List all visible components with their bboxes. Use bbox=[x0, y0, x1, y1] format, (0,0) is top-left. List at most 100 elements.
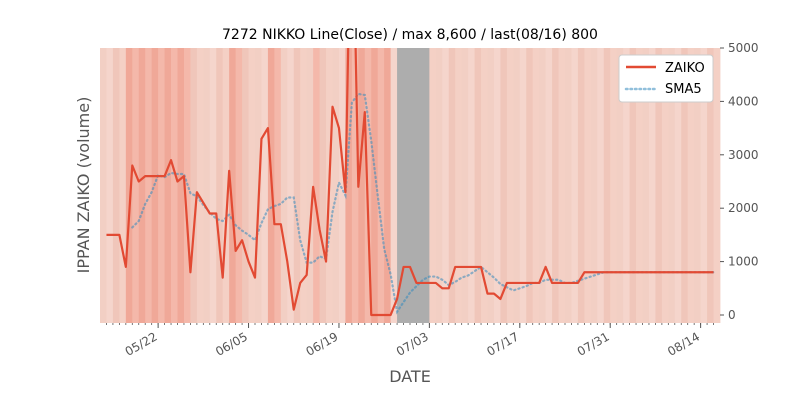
band-2018-06-02 bbox=[229, 48, 237, 323]
band-2018-06-07 bbox=[261, 48, 269, 323]
band-2018-06-03 bbox=[235, 48, 243, 323]
band-2018-08-02 bbox=[623, 48, 630, 323]
band-2018-05-18 bbox=[132, 48, 140, 323]
plot-area bbox=[100, 48, 721, 323]
band-2018-06-16 bbox=[319, 48, 327, 323]
band-2018-05-31 bbox=[216, 48, 224, 323]
band-2018-05-28 bbox=[196, 48, 204, 323]
y-tick-label: 1000 bbox=[728, 255, 759, 269]
band-2018-07-03 bbox=[429, 48, 437, 323]
band-2018-05-16 bbox=[119, 48, 127, 323]
band-2018-07-12 bbox=[487, 48, 495, 323]
band-2018-07-17 bbox=[519, 48, 527, 323]
band-2018-07-09 bbox=[468, 48, 475, 323]
band-2018-05-29 bbox=[203, 48, 211, 323]
band-2018-07-13 bbox=[493, 48, 501, 323]
band-2018-05-20 bbox=[145, 48, 153, 323]
band-2018-08-09 bbox=[668, 48, 676, 323]
band-2018-08-03 bbox=[629, 48, 637, 323]
band-2018-05-24 bbox=[171, 48, 178, 323]
band-2018-06-15 bbox=[313, 48, 320, 323]
band-2018-06-29 bbox=[403, 48, 411, 323]
y-axis-label: IPPAN ZAIKO (volume) bbox=[74, 97, 93, 274]
band-2018-07-27 bbox=[584, 48, 592, 323]
band-2018-05-14 bbox=[106, 48, 114, 323]
band-2018-06-12 bbox=[293, 48, 301, 323]
band-2018-05-25 bbox=[177, 48, 185, 323]
band-2018-07-24 bbox=[565, 48, 572, 323]
legend-label-sma5: SMA5 bbox=[665, 82, 702, 97]
band-2018-05-13 bbox=[100, 48, 107, 323]
band-2018-05-27 bbox=[190, 48, 198, 323]
band-2018-06-25 bbox=[377, 48, 385, 323]
band-2018-06-14 bbox=[306, 48, 314, 323]
band-2018-05-23 bbox=[164, 48, 172, 323]
y-tick-label: 0 bbox=[728, 308, 736, 322]
band-2018-07-29 bbox=[597, 48, 605, 323]
band-2018-07-08 bbox=[461, 48, 469, 323]
band-2018-06-13 bbox=[300, 48, 308, 323]
band-2018-07-22 bbox=[552, 48, 559, 323]
band-2018-06-04 bbox=[242, 48, 249, 323]
band-2018-06-26 bbox=[384, 48, 392, 323]
y-tick-label: 5000 bbox=[728, 41, 759, 55]
band-2018-08-05 bbox=[642, 48, 650, 323]
band-2018-08-13 bbox=[694, 48, 702, 323]
band-2018-07-30 bbox=[603, 48, 611, 323]
band-2018-05-19 bbox=[138, 48, 146, 323]
band-2018-06-24 bbox=[371, 48, 379, 323]
legend: ZAIKO SMA5 bbox=[618, 54, 714, 103]
band-2018-06-05 bbox=[248, 48, 256, 323]
band-2018-06-19 bbox=[338, 48, 346, 323]
band-2018-07-07 bbox=[455, 48, 463, 323]
x-axis-label: DATE bbox=[389, 367, 431, 386]
band-2018-07-01 bbox=[416, 48, 424, 323]
band-2018-06-10 bbox=[280, 48, 288, 323]
band-2018-06-09 bbox=[274, 48, 282, 323]
band-2018-08-14 bbox=[700, 48, 708, 323]
band-2018-06-22 bbox=[358, 48, 366, 323]
band-2018-08-08 bbox=[661, 48, 669, 323]
band-2018-07-19 bbox=[532, 48, 540, 323]
band-2018-07-04 bbox=[435, 48, 443, 323]
background-bands bbox=[100, 48, 721, 323]
band-2018-06-01 bbox=[222, 48, 230, 323]
y-tick-label: 4000 bbox=[728, 94, 759, 108]
band-2018-07-28 bbox=[590, 48, 598, 323]
band-2018-05-15 bbox=[112, 48, 120, 323]
band-2018-08-06 bbox=[648, 48, 656, 323]
band-2018-05-30 bbox=[209, 48, 217, 323]
band-2018-06-18 bbox=[332, 48, 340, 323]
band-2018-06-30 bbox=[410, 48, 417, 323]
y-tick-label: 2000 bbox=[728, 201, 759, 215]
band-2018-07-11 bbox=[481, 48, 488, 323]
band-2018-08-07 bbox=[655, 48, 663, 323]
band-2018-07-10 bbox=[474, 48, 482, 323]
band-2018-08-01 bbox=[616, 48, 624, 323]
band-2018-08-04 bbox=[636, 48, 643, 323]
band-2018-08-15 bbox=[707, 48, 714, 323]
series-line-zaiko bbox=[106, 48, 714, 317]
chart-title: 7272 NIKKO Line(Close) / max 8,600 / las… bbox=[222, 27, 598, 43]
band-2018-07-31 bbox=[610, 48, 618, 323]
band-2018-07-02 bbox=[422, 48, 430, 323]
band-2018-07-15 bbox=[506, 48, 514, 323]
band-2018-08-11 bbox=[681, 48, 689, 323]
legend-label-zaiko: ZAIKO bbox=[665, 61, 705, 76]
band-2018-06-28 bbox=[397, 48, 404, 323]
band-2018-08-10 bbox=[674, 48, 682, 323]
band-2018-07-06 bbox=[448, 48, 456, 323]
y-axis: 0 1000 2000 3000 4000 5000 bbox=[720, 41, 759, 322]
band-2018-07-14 bbox=[500, 48, 508, 323]
band-2018-07-16 bbox=[513, 48, 521, 323]
band-2018-06-21 bbox=[351, 48, 359, 323]
band-2018-07-20 bbox=[539, 48, 547, 323]
series-lines bbox=[106, 48, 715, 317]
band-2018-07-23 bbox=[558, 48, 566, 323]
band-2018-07-21 bbox=[545, 48, 553, 323]
band-2018-07-05 bbox=[442, 48, 450, 323]
band-2018-05-22 bbox=[158, 48, 165, 323]
band-2018-07-18 bbox=[526, 48, 534, 323]
y-tick-label: 3000 bbox=[728, 148, 759, 162]
band-2018-06-11 bbox=[287, 48, 295, 323]
